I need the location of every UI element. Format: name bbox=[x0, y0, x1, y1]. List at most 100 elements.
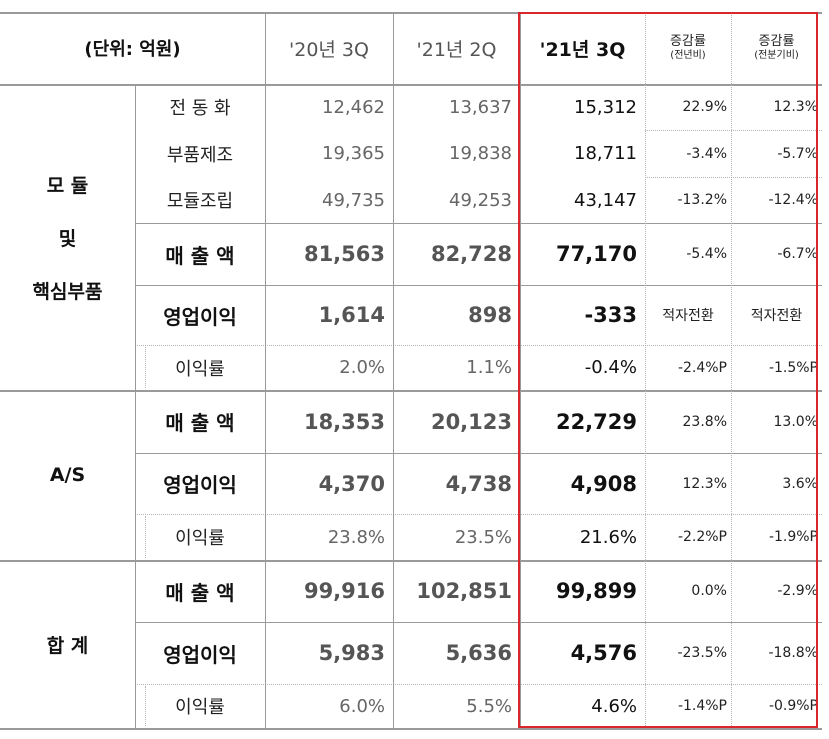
row-rule bbox=[135, 514, 822, 515]
row-rule bbox=[0, 560, 822, 562]
value-yoy: 23.8% bbox=[682, 413, 727, 430]
value-21-2q: 82,728 bbox=[430, 242, 512, 266]
col-header-yoy: 증감률 (전년비) bbox=[645, 12, 731, 84]
value-20-3q: 18,353 bbox=[303, 409, 385, 434]
value-21-2q: 13,637 bbox=[449, 96, 512, 118]
value-21-2q: 49,253 bbox=[449, 189, 512, 211]
row-label: 부품제조 bbox=[166, 144, 234, 166]
value-yoy: -5.4% bbox=[686, 246, 727, 262]
value-qoq: -1.5%P bbox=[768, 359, 818, 376]
row-rule bbox=[0, 390, 822, 392]
value-21-3q: 21.6% bbox=[579, 526, 637, 548]
value-yoy: 12.3% bbox=[682, 475, 727, 492]
value-yoy: 적자전환 bbox=[662, 308, 714, 324]
row-label: 전 동 화 bbox=[169, 98, 231, 119]
section-name: A/S bbox=[0, 390, 135, 560]
row-rule bbox=[645, 130, 822, 131]
value-21-3q: 43,147 bbox=[574, 189, 637, 211]
row-label: 이익률 bbox=[175, 358, 225, 380]
row-label: 이익률 bbox=[175, 528, 225, 549]
value-20-3q: 99,916 bbox=[303, 579, 385, 603]
section-name-line: 모 듈 bbox=[46, 174, 89, 197]
col-rule bbox=[135, 84, 136, 728]
col-header-qoq-sub: (전분기비) bbox=[754, 49, 799, 61]
value-yoy: 0.0% bbox=[691, 583, 727, 599]
row-rule bbox=[0, 84, 822, 86]
value-21-3q: -333 bbox=[584, 303, 637, 327]
row-rule bbox=[645, 684, 822, 685]
value-yoy: -1.4%P bbox=[677, 698, 727, 714]
row-rule bbox=[0, 12, 822, 14]
col-header-yoy-title: 증감률 bbox=[670, 33, 706, 49]
unit-header: (단위: 억원) bbox=[84, 39, 181, 60]
value-yoy: -13.2% bbox=[677, 192, 727, 208]
value-21-2q: 23.5% bbox=[454, 526, 512, 548]
col-header-yoy-sub: (전년비) bbox=[670, 49, 706, 61]
row-label: 이익률 bbox=[175, 697, 225, 718]
value-qoq: 13.0% bbox=[773, 413, 818, 430]
value-qoq: 12.3% bbox=[773, 99, 818, 115]
row-rule bbox=[135, 285, 822, 286]
value-20-3q: 4,370 bbox=[318, 471, 385, 496]
col-header-21-3q: '21년 3Q bbox=[539, 38, 626, 61]
value-20-3q: 5,983 bbox=[318, 641, 385, 665]
row-rule bbox=[645, 345, 822, 346]
value-yoy: -3.4% bbox=[686, 145, 727, 162]
value-qoq: -2.9% bbox=[777, 583, 818, 599]
value-20-3q: 23.8% bbox=[327, 526, 385, 548]
value-21-2q: 1.1% bbox=[466, 357, 512, 378]
value-21-3q: 22,729 bbox=[555, 409, 637, 434]
value-yoy: -2.2%P bbox=[677, 529, 727, 545]
value-21-2q: 5.5% bbox=[466, 695, 512, 717]
value-20-3q: 49,735 bbox=[322, 189, 385, 211]
value-20-3q: 81,563 bbox=[303, 242, 385, 266]
row-rule bbox=[645, 514, 822, 515]
value-21-2q: 5,636 bbox=[445, 641, 512, 665]
value-qoq: 3.6% bbox=[782, 475, 818, 492]
row-label: 모듈조립 bbox=[166, 191, 234, 212]
row-rule bbox=[645, 177, 822, 178]
value-21-3q: 4,908 bbox=[570, 471, 637, 496]
value-qoq: -18.8% bbox=[768, 645, 818, 661]
value-20-3q: 1,614 bbox=[318, 303, 385, 327]
col-rule bbox=[265, 12, 266, 728]
value-20-3q: 19,365 bbox=[322, 143, 385, 164]
col-rule bbox=[393, 12, 394, 728]
col-rule bbox=[645, 12, 646, 728]
value-21-3q: 77,170 bbox=[555, 242, 637, 266]
value-20-3q: 2.0% bbox=[339, 357, 385, 378]
col-rule bbox=[145, 516, 146, 558]
value-21-3q: 18,711 bbox=[574, 143, 637, 164]
col-header-20-3q: '20년 3Q bbox=[289, 38, 369, 61]
row-label: 매 출 액 bbox=[165, 243, 235, 268]
col-rule bbox=[520, 12, 521, 728]
value-21-2q: 4,738 bbox=[445, 471, 512, 496]
row-label: 영업이익 bbox=[163, 304, 237, 329]
row-label: 매 출 액 bbox=[165, 411, 235, 435]
row-label: 영업이익 bbox=[163, 473, 237, 497]
value-yoy: -23.5% bbox=[677, 645, 727, 661]
section-name-line: 및 bbox=[58, 227, 77, 250]
value-21-2q: 102,851 bbox=[416, 579, 512, 603]
value-yoy: 22.9% bbox=[682, 99, 727, 115]
row-rule bbox=[0, 728, 822, 730]
value-21-3q: 99,899 bbox=[555, 579, 637, 603]
value-21-3q: -0.4% bbox=[584, 357, 637, 378]
value-21-2q: 898 bbox=[468, 303, 512, 327]
value-21-2q: 19,838 bbox=[449, 143, 512, 164]
col-rule bbox=[145, 347, 146, 388]
col-header-21-2q: '21년 2Q bbox=[416, 38, 497, 61]
col-header-qoq-title: 증감률 bbox=[758, 33, 795, 49]
row-rule bbox=[135, 345, 822, 346]
col-header-qoq: 증감률 (전분기비) bbox=[731, 12, 822, 84]
section-name: 합 계 bbox=[0, 560, 135, 728]
value-20-3q: 6.0% bbox=[339, 695, 385, 717]
section-name-line: 핵심부품 bbox=[32, 280, 103, 303]
value-qoq: -1.9%P bbox=[768, 529, 818, 545]
value-qoq: -6.7% bbox=[777, 246, 818, 262]
value-21-2q: 20,123 bbox=[430, 409, 512, 434]
row-rule bbox=[135, 622, 822, 623]
row-label: 매 출 액 bbox=[165, 580, 235, 605]
